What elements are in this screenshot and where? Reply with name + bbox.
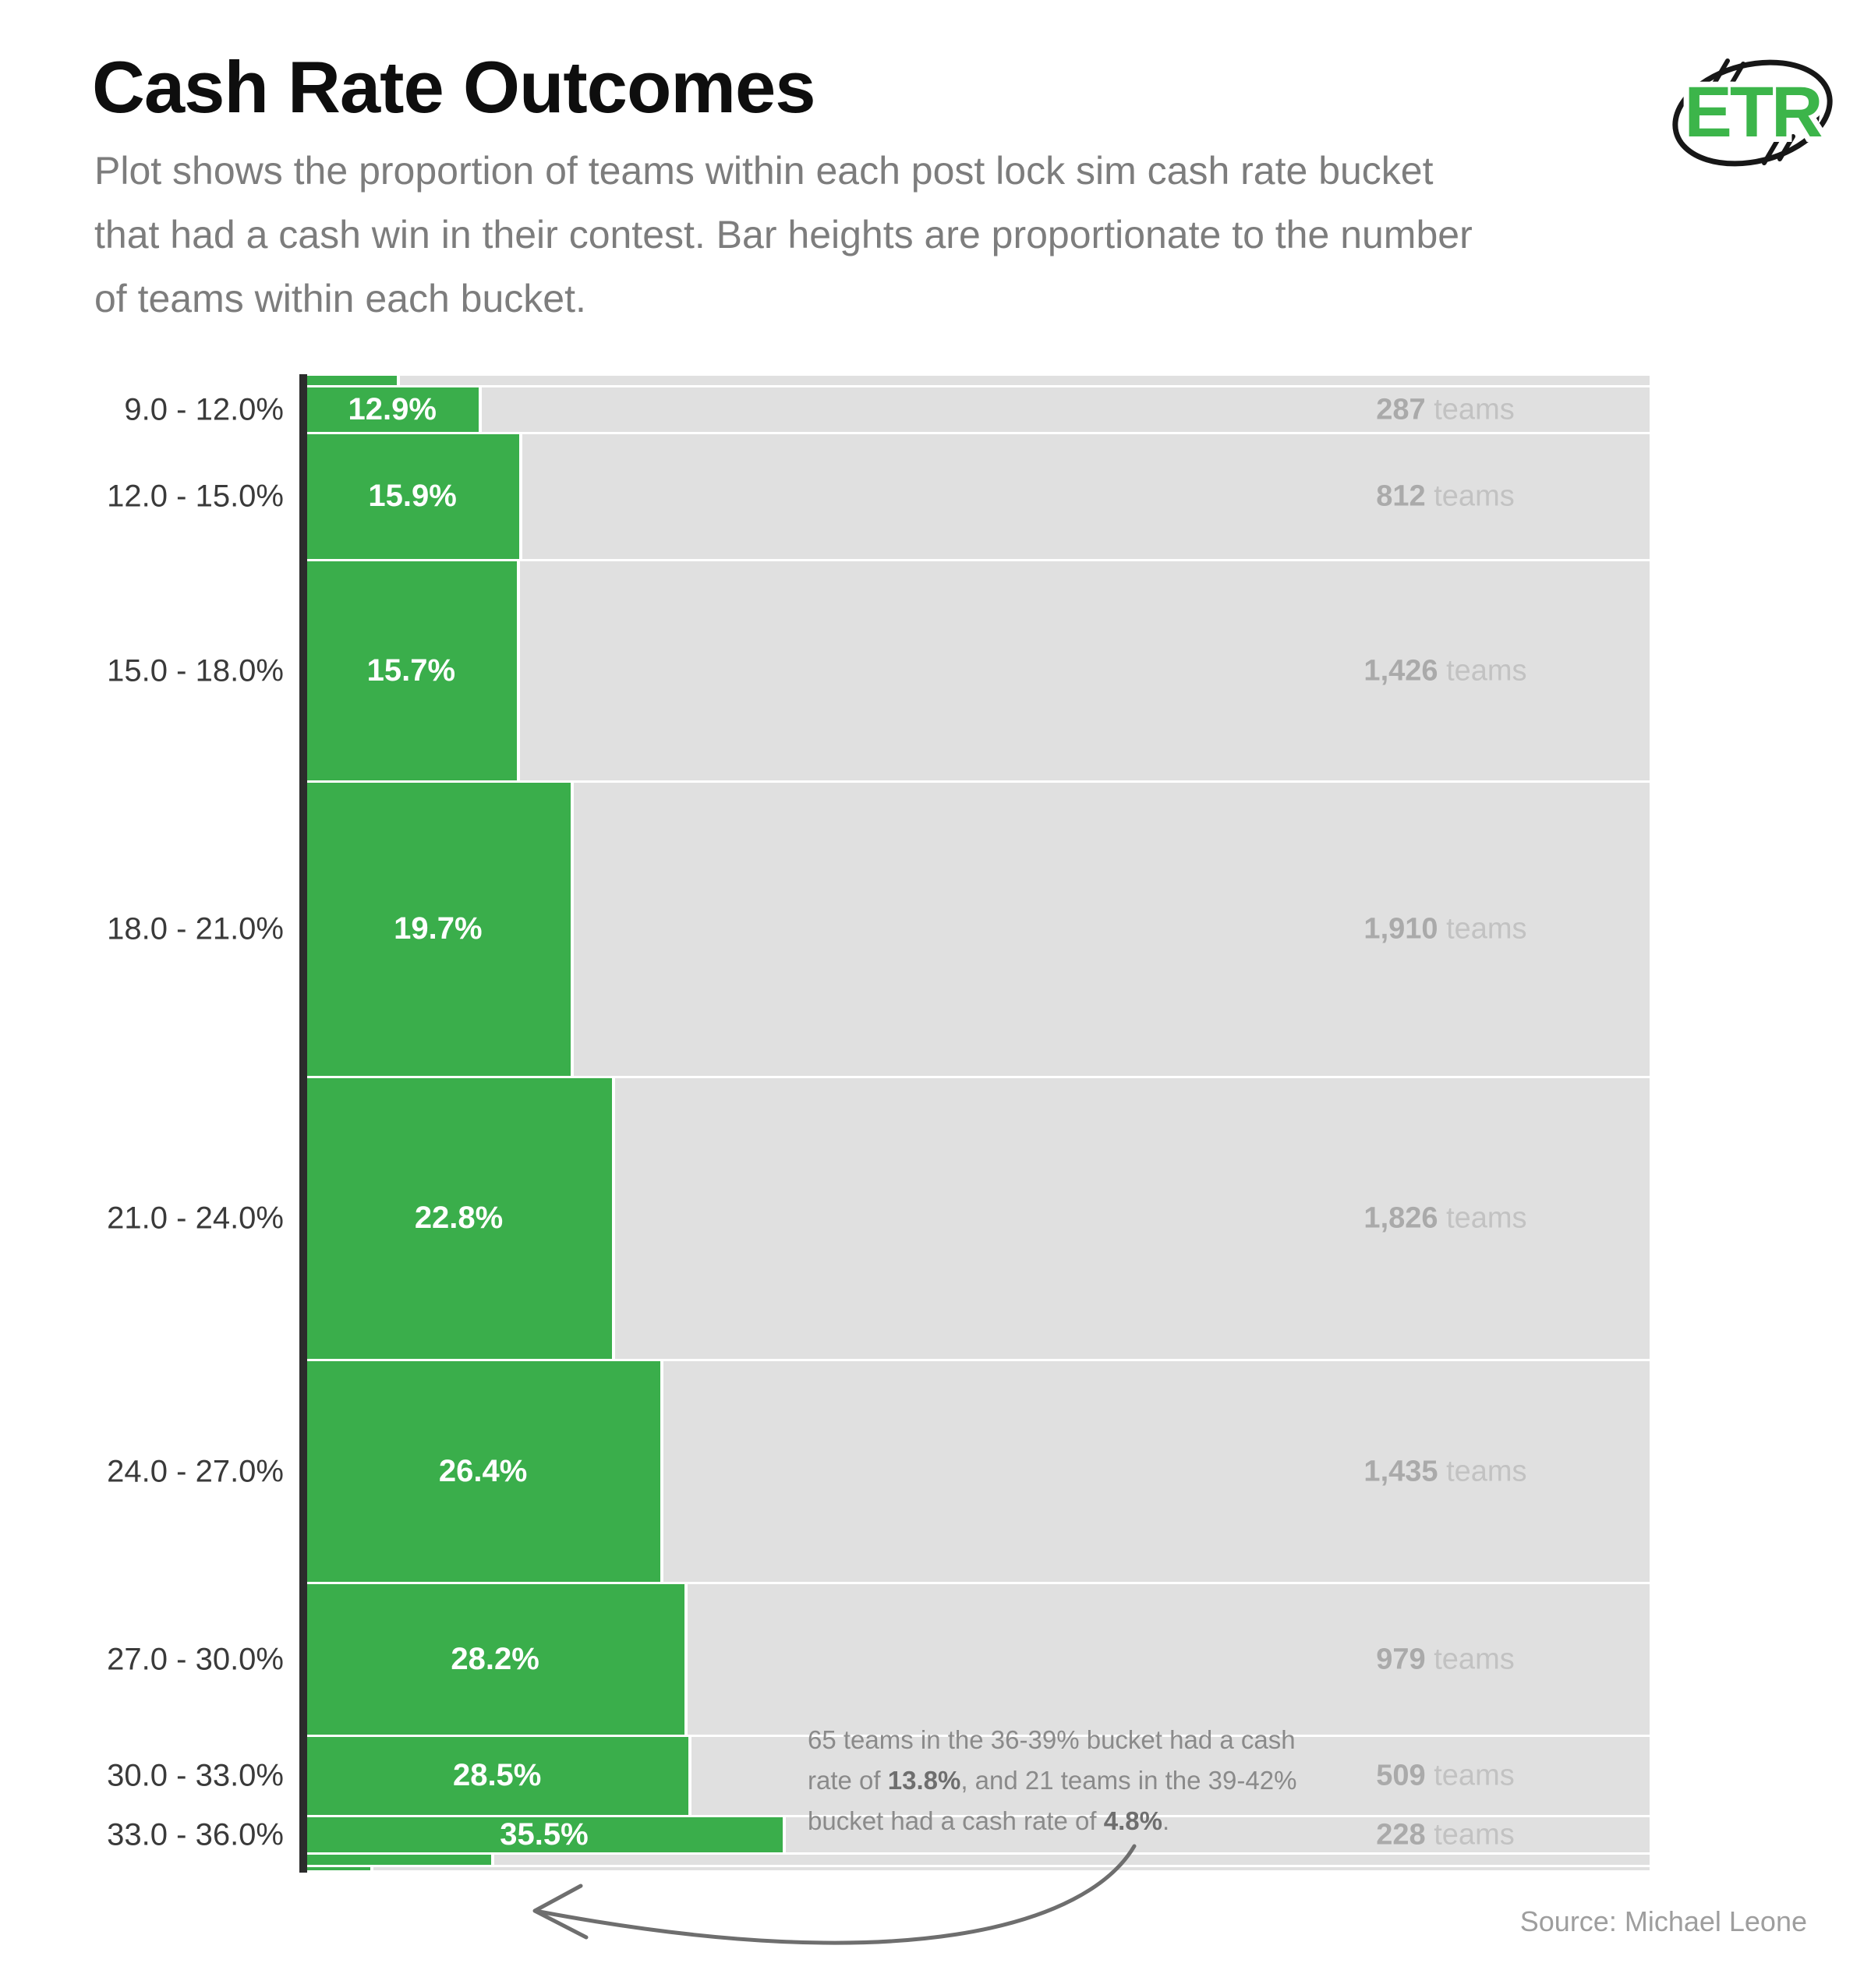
page-title: Cash Rate Outcomes <box>92 46 816 128</box>
bar-value-label: 15.7% <box>366 653 456 688</box>
annotation-line: rate of 13.8%, and 21 teams in the 39-42… <box>808 1766 1297 1795</box>
bar-row <box>306 1855 1650 1865</box>
y-axis-line <box>299 374 307 1873</box>
teams-count-number: 979 <box>1376 1643 1426 1675</box>
bar-value-label: 22.8% <box>414 1201 504 1236</box>
bar-row: 15.9% 12.0 - 15.0% 812 teams <box>107 434 1650 559</box>
bucket-label: 21.0 - 24.0% <box>107 1201 284 1236</box>
bucket-label: 33.0 - 36.0% <box>107 1817 284 1852</box>
annotation-line: 65 teams in the 36-39% bucket had a cash <box>808 1725 1296 1754</box>
bucket-label: 15.0 - 18.0% <box>107 653 284 688</box>
bar-value-label: 15.9% <box>368 479 457 514</box>
bar-row: 28.2% 27.0 - 30.0% 979 teams <box>107 1584 1650 1735</box>
cash-rate-bar: 22.8% <box>306 1078 616 1359</box>
cash-rate-bar: 19.7% <box>306 783 574 1076</box>
bar-track <box>306 387 1650 432</box>
teams-count: 228 teams <box>1376 1818 1515 1851</box>
logo-text: ETR <box>1685 73 1823 152</box>
bar-track <box>306 1855 1650 1865</box>
page-subtitle-line: Plot shows the proportion of teams withi… <box>94 149 1434 193</box>
bucket-label: 27.0 - 30.0% <box>107 1642 284 1676</box>
cash-rate-bar: 26.4% <box>306 1361 664 1582</box>
teams-count: 1,435 teams <box>1363 1455 1527 1487</box>
cash-rate-bar: 28.2% <box>306 1584 688 1735</box>
annotation-line: bucket had a cash rate of 4.8%. <box>808 1806 1170 1835</box>
cash-rate-bar-chart: 12.9% 9.0 - 12.0% 287 teams 15.9% 12.0 - 15.… <box>107 374 1650 1873</box>
bucket-label: 24.0 - 27.0% <box>107 1454 284 1488</box>
bar-row: 19.7% 18.0 - 21.0% 1,910 teams <box>107 783 1650 1076</box>
source-credit: Source: Michael Leone <box>1519 1905 1807 1937</box>
teams-count: 1,826 teams <box>1363 1201 1527 1235</box>
bar-value-label: 28.2% <box>451 1641 539 1676</box>
bar-track <box>306 434 1650 559</box>
teams-count: 1,910 teams <box>1363 912 1527 946</box>
bar-row <box>306 376 1650 385</box>
teams-count-number: 287 <box>1376 393 1426 426</box>
teams-count-number: 1,910 <box>1363 912 1438 946</box>
bar-row: 28.5% 30.0 - 33.0% 509 teams <box>107 1737 1650 1815</box>
bucket-label: 12.0 - 15.0% <box>107 479 284 514</box>
page-subtitle: Plot shows the proportion of teams withi… <box>94 139 1473 331</box>
bar-value-label: 28.5% <box>452 1758 542 1793</box>
teams-count-number: 509 <box>1376 1759 1426 1792</box>
bar-row <box>306 1867 1650 1870</box>
bucket-label: 30.0 - 33.0% <box>107 1758 284 1793</box>
cash-rate-bar: 35.5% <box>306 1816 787 1852</box>
bar-row: 22.8% 21.0 - 24.0% 1,826 teams <box>107 1078 1650 1359</box>
bar-value-label: 19.7% <box>394 911 483 946</box>
cash-rate-bar: 28.5% <box>306 1737 692 1815</box>
teams-count: 979 teams <box>1376 1643 1515 1675</box>
teams-count-number: 1,426 <box>1363 654 1438 687</box>
teams-count: 1,426 teams <box>1363 654 1527 687</box>
teams-count: 287 teams <box>1376 393 1515 426</box>
bar-row: 12.9% 9.0 - 12.0% 287 teams <box>124 387 1650 432</box>
etr-football-logo-icon: ETR <box>1672 58 1833 167</box>
bar-track <box>306 1867 1650 1870</box>
teams-count: 509 teams <box>1376 1759 1515 1792</box>
bar-row: 15.7% 15.0 - 18.0% 1,426 teams <box>107 561 1650 780</box>
cash-rate-bar <box>306 1867 373 1870</box>
bucket-label: 9.0 - 12.0% <box>124 392 284 426</box>
cash-rate-bar: 15.9% <box>306 434 523 559</box>
bar-row: 26.4% 24.0 - 27.0% 1,435 teams <box>107 1361 1650 1582</box>
teams-count-number: 1,435 <box>1363 1455 1438 1487</box>
annotation-note: 65 teams in the 36-39% bucket had a cash… <box>808 1720 1296 1841</box>
page-subtitle-line: of teams within each bucket. <box>94 277 586 320</box>
bar-track <box>306 376 1650 385</box>
teams-count: 812 teams <box>1376 479 1515 513</box>
bar-value-label: 12.9% <box>348 391 437 426</box>
cash-rate-bar: 15.7% <box>306 561 520 780</box>
cash-rate-bar <box>306 1855 494 1865</box>
bar-track <box>306 561 1650 780</box>
page-subtitle-line: that had a cash win in their contest. Ba… <box>94 213 1473 256</box>
bar-value-label: 26.4% <box>438 1453 528 1488</box>
teams-count-number: 228 <box>1376 1818 1426 1851</box>
cash-rate-bar <box>306 376 401 385</box>
teams-count-number: 812 <box>1376 479 1426 513</box>
bar-value-label: 35.5% <box>500 1816 589 1852</box>
cash-rate-bar: 12.9% <box>306 387 483 432</box>
teams-count-number: 1,826 <box>1363 1201 1438 1235</box>
bucket-label: 18.0 - 21.0% <box>107 911 284 946</box>
